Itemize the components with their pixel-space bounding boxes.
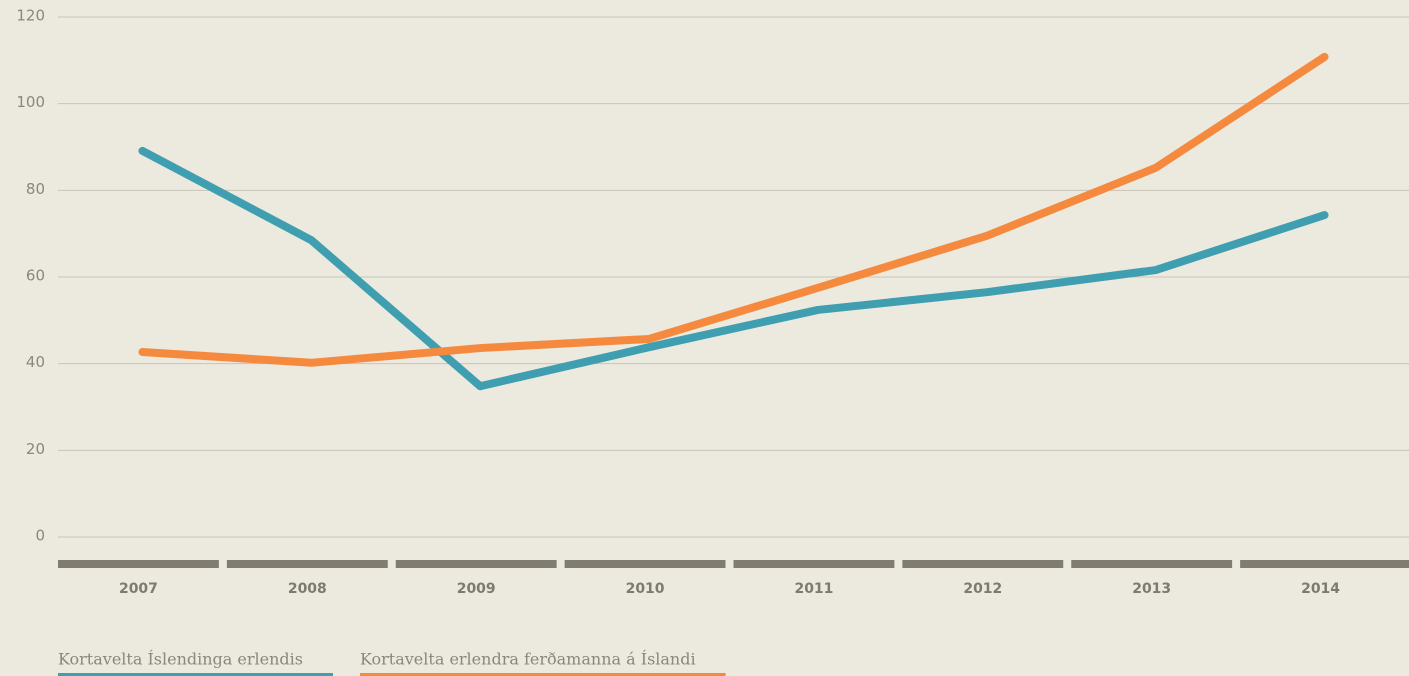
line-series (138, 52, 1329, 367)
y-tick-label: 80 (26, 180, 45, 198)
x-tick-label: 2012 (963, 581, 1002, 597)
x-axis-band (564, 560, 726, 568)
x-tick-label: 2007 (119, 581, 158, 597)
x-axis-band (395, 560, 557, 568)
y-tick-label: 100 (16, 93, 45, 111)
x-tick-label: 2009 (457, 581, 496, 597)
legend-underline (359, 673, 726, 676)
x-axis-band (1240, 560, 1409, 568)
y-tick-label: 40 (26, 353, 45, 371)
x-tick-label: 2008 (288, 581, 327, 597)
x-axis-band (226, 560, 388, 568)
x-tick-label: 2013 (1132, 581, 1171, 597)
x-axis-band (902, 560, 1064, 568)
x-axis-band (58, 560, 219, 568)
y-tick-label: 60 (26, 267, 45, 285)
x-axis-band (733, 560, 895, 568)
x-tick-label: 2010 (626, 581, 665, 597)
y-tick-label: 120 (16, 7, 45, 25)
x-axis-band (1071, 560, 1233, 568)
x-tick-label: 2011 (794, 581, 833, 597)
legend-label: Kortavelta erlendra ferðamanna á Íslandi (360, 649, 696, 669)
y-tick-label: 0 (35, 527, 45, 545)
legend-label: Kortavelta Íslendinga erlendis (58, 649, 303, 669)
x-tick-label: 2014 (1301, 581, 1340, 597)
line-series (138, 146, 1329, 391)
legend-underline (58, 673, 333, 676)
y-tick-label: 20 (26, 440, 45, 458)
